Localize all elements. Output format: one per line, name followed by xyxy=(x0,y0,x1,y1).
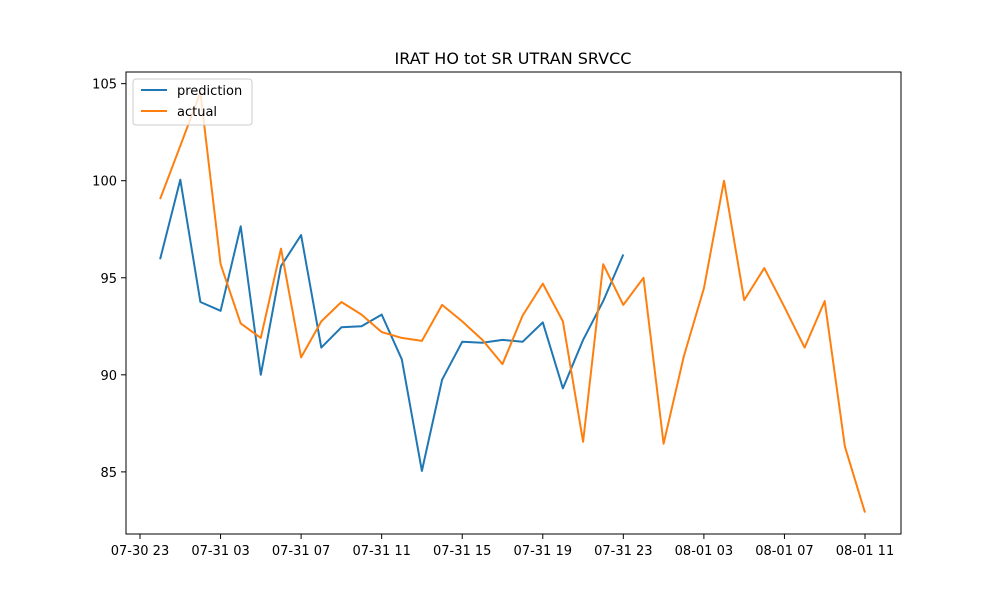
y-tick-label: 85 xyxy=(100,466,117,481)
x-tick-label: 07-31 23 xyxy=(594,544,652,559)
y-axis: 85 90 95 100 105 xyxy=(92,78,126,481)
y-tick-label: 95 xyxy=(100,272,117,287)
x-tick-label: 08-01 11 xyxy=(836,544,894,559)
x-tick-label: 08-01 03 xyxy=(675,544,733,559)
x-tick-label: 07-31 03 xyxy=(191,544,249,559)
x-tick-label: 07-30 23 xyxy=(111,544,169,559)
chart-title: IRAT HO tot SR UTRAN SRVCC xyxy=(395,49,632,68)
legend-label-prediction: prediction xyxy=(177,84,242,99)
series-layer xyxy=(159,91,866,513)
x-tick-label: 07-31 15 xyxy=(433,544,491,559)
series-line-prediction xyxy=(159,178,625,472)
x-tick-label: 07-31 07 xyxy=(272,544,330,559)
x-axis: 07-30 23 07-31 03 07-31 07 07-31 11 07-31 15… xyxy=(111,534,894,559)
x-tick-label: 07-31 11 xyxy=(352,544,410,559)
y-tick-label: 105 xyxy=(92,78,117,93)
plot-area xyxy=(125,71,902,535)
y-tick-label: 100 xyxy=(92,175,117,190)
series-line-actual xyxy=(159,91,866,513)
x-tick-label: 07-31 19 xyxy=(514,544,572,559)
legend-label-actual: actual xyxy=(177,105,217,120)
legend: prediction actual xyxy=(132,78,253,126)
y-tick-label: 90 xyxy=(100,369,117,384)
x-tick-label: 08-01 07 xyxy=(755,544,813,559)
plot-frame xyxy=(125,71,902,535)
